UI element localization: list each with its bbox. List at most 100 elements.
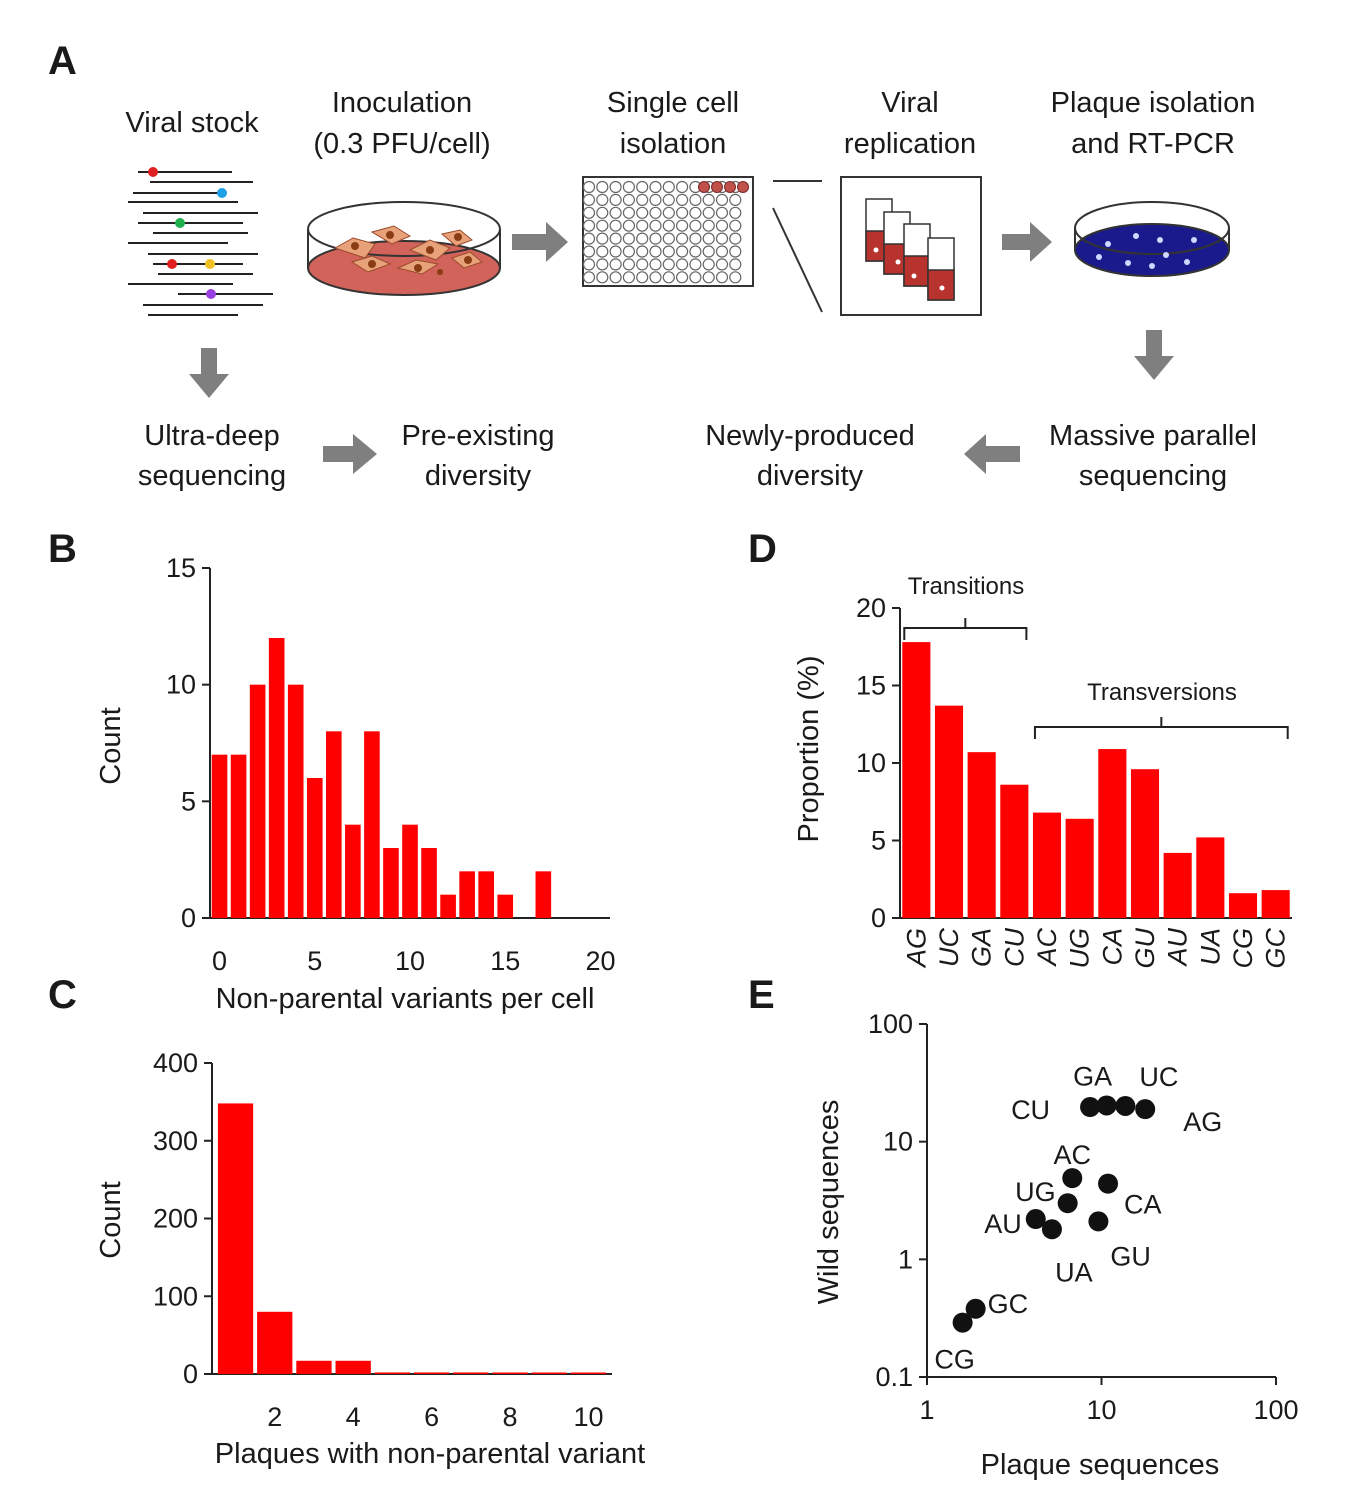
arrow-to-plaque [1002, 222, 1052, 262]
panel-e-point-label: CU [1011, 1095, 1050, 1125]
panel-d-bar [934, 705, 964, 918]
panel-e-point [952, 1312, 973, 1333]
panel-b-bar [421, 848, 437, 918]
panel-b-bar [249, 684, 266, 918]
panel-d-bar [1261, 890, 1290, 918]
arrow-to-plate [512, 222, 568, 262]
panel-a: A Viral stock Inoculation (0.3 PFU/cell)… [48, 39, 1257, 492]
panel-e-point [1096, 1095, 1117, 1116]
panel-b-xtick-label: 0 [212, 946, 227, 976]
panel-e-point [1062, 1168, 1083, 1189]
panel-c-ylabel: Count [95, 1181, 127, 1258]
transitions-label: Transitions [908, 573, 1024, 600]
massive-parallel-label-2: sequencing [1079, 460, 1227, 492]
panel-e-point-label: AU [984, 1209, 1022, 1239]
panel-c-xtick-label: 2 [267, 1402, 282, 1432]
panel-d-category-label: UG [1065, 928, 1095, 969]
single-cell-label-1: Single cell [607, 87, 739, 119]
ultra-deep-label-1: Ultra-deep [144, 420, 279, 452]
group-bracket [903, 618, 1028, 640]
panel-e-point-label: AC [1054, 1140, 1092, 1170]
panel-label-b: B [48, 527, 77, 571]
arrow-to-newly [964, 434, 1020, 474]
panel-b-bar [459, 871, 475, 918]
panel-c-bar [217, 1103, 254, 1374]
pre-existing-label-2: diversity [425, 460, 532, 492]
panel-d-category-label: GA [967, 928, 997, 967]
panel-label-e: E [748, 973, 775, 1017]
panel-d-bar [1000, 784, 1029, 918]
single-cell-label-2: isolation [620, 128, 726, 160]
panel-c-bar [296, 1360, 332, 1374]
panel-b: B Count Non-parental variants per cell 0… [48, 527, 615, 1015]
panel-b-bar [230, 754, 247, 918]
panel-e-ytick-label: 1 [898, 1244, 913, 1274]
panel-e-point-label: UC [1139, 1062, 1178, 1092]
flow-arrows [189, 222, 1174, 474]
panel-b-bar [497, 894, 514, 918]
inoculation-label-2: (0.3 PFU/cell) [313, 128, 490, 160]
panel-e-point [965, 1298, 986, 1319]
panel-e-ytick-label: 100 [868, 1009, 913, 1039]
panel-b-bar [535, 871, 552, 918]
panel-b-bar [345, 824, 361, 918]
panel-c-bar [492, 1372, 528, 1374]
petri-dish-cells [307, 201, 501, 296]
panel-e-ytick-label: 0.1 [875, 1362, 913, 1392]
panel-d-category-label: CA [1097, 928, 1127, 966]
panel-b-xtick-label: 5 [307, 946, 322, 976]
pre-existing-label-1: Pre-existing [401, 420, 554, 452]
panel-c-xtick-label: 8 [503, 1402, 518, 1432]
panel-b-bar [478, 871, 494, 918]
panel-c-xtick-label: 10 [573, 1402, 603, 1432]
well-plate [582, 176, 754, 287]
panel-label-c: C [48, 973, 77, 1017]
panel-e-xtick-label: 1 [919, 1395, 934, 1425]
panel-c-bar [413, 1372, 450, 1374]
panel-c-xtick-label: 4 [346, 1402, 361, 1432]
arrow-down-left [189, 348, 229, 398]
panel-c-bar [453, 1372, 489, 1374]
massive-parallel-label-1: Massive parallel [1049, 420, 1257, 452]
panel-c-xlabel: Plaques with non-parental variant [215, 1438, 645, 1470]
panel-c-ytick-label: 300 [153, 1126, 198, 1156]
newly-produced-label-1: Newly-produced [705, 420, 915, 452]
panel-e-point-label: AG [1183, 1107, 1222, 1137]
replication-tubes [840, 176, 982, 316]
panel-e-point [1057, 1193, 1078, 1214]
panel-e-point [1098, 1173, 1119, 1194]
panel-c-ytick-label: 400 [153, 1048, 198, 1078]
panel-b-ylabel: Count [95, 707, 127, 784]
panel-c-ytick-label: 200 [153, 1204, 198, 1234]
panel-c-bar [257, 1311, 293, 1374]
inoculation-label-1: Inoculation [332, 87, 472, 119]
panel-b-bar [287, 684, 304, 918]
panel-b-ytick-label: 5 [181, 786, 196, 816]
panel-b-xtick-label: 20 [585, 946, 615, 976]
panel-c-bar [374, 1372, 411, 1374]
panel-d-bar [1098, 749, 1127, 918]
panel-d-ytick-label: 0 [871, 903, 886, 933]
panel-b-xlabel: Non-parental variants per cell [216, 983, 595, 1015]
panel-e-xtick-label: 100 [1253, 1395, 1298, 1425]
panel-e-point-label: CG [934, 1345, 975, 1375]
transversions-label: Transversions [1087, 679, 1237, 706]
panel-d-bar [1163, 852, 1192, 918]
panel-e-point-label: UG [1015, 1177, 1056, 1207]
panel-d-category-label: UC [934, 928, 964, 967]
panel-d-bar [1196, 837, 1225, 918]
panel-d-ytick-label: 20 [856, 593, 886, 623]
panel-d-plot: 0 5 10 15 20 AG UC GA CU AC UG CA GU AU UA CG GC [856, 593, 1292, 969]
viral-replication-label-2: replication [844, 128, 976, 160]
panel-e-ytick-label: 10 [883, 1127, 913, 1157]
viral-replication-label-1: Viral [881, 87, 939, 119]
panel-b-ytick-label: 15 [166, 553, 196, 583]
panel-d-category-label: AC [1032, 928, 1062, 968]
panel-e-point [1135, 1099, 1156, 1120]
panel-b-bar [326, 731, 342, 918]
panel-b-bar [268, 638, 285, 918]
panel-d-bar [1032, 812, 1062, 918]
panel-e-point [1080, 1097, 1101, 1118]
